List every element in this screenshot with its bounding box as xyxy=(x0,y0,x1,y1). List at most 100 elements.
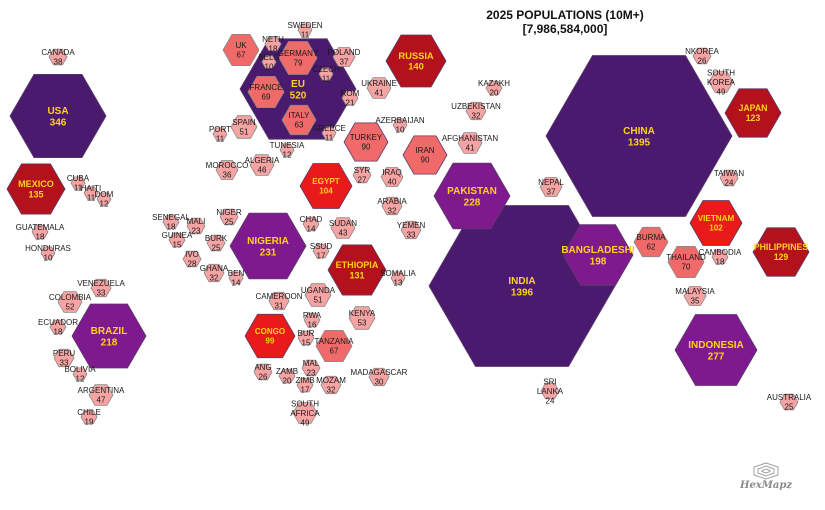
hex-shape-guinea xyxy=(168,232,186,248)
hex-shape-algeria xyxy=(249,154,275,176)
hex-name-senegal: SENEGAL xyxy=(152,213,190,222)
hex-value-burk: 25 xyxy=(212,244,221,253)
hex-shape-australia xyxy=(779,393,799,411)
hex-shape-kazakh xyxy=(485,80,503,96)
hex-value-ethiopia: 131 xyxy=(349,271,364,281)
hex-shape-italy xyxy=(281,104,317,136)
hex-name-iran: IRAN xyxy=(415,146,434,155)
hex-value-nepal: 37 xyxy=(547,188,556,197)
hex-value-mexico: 135 xyxy=(28,190,43,200)
hex-name-cuba: CUBA xyxy=(67,174,90,183)
hex-shape-philippines xyxy=(752,227,810,277)
hex-shape-ssud xyxy=(312,243,330,259)
hex-value-arabia: 32 xyxy=(388,207,397,216)
hex-shape-ecuador xyxy=(49,319,67,335)
hex-value-cameroon: 31 xyxy=(275,302,284,311)
hex-name-australia: AUSTRALIA xyxy=(767,393,812,402)
hex-shape-russia xyxy=(385,34,447,88)
hex-name-iraq: IRAQ xyxy=(382,168,402,177)
hex-shape-ukraine xyxy=(366,77,392,99)
hex-shape-chad xyxy=(302,216,320,232)
hex-value-south-africa: 49 xyxy=(301,418,310,427)
hex-name-rwa: RWA xyxy=(303,311,322,320)
hex-name-arabia: ARABIA xyxy=(377,197,407,206)
hex-shape-sri-lanka xyxy=(540,382,560,400)
hex-value-nkorea: 26 xyxy=(698,57,707,66)
hex-name-ecuador: ECUADOR xyxy=(38,318,78,327)
hex-shape-china xyxy=(545,55,733,217)
hex-value-sweden: 11 xyxy=(301,31,310,40)
hex-name-uganda: UGANDA xyxy=(301,286,336,295)
hex-name-zimb: ZIMB xyxy=(295,376,314,385)
hex-value-ssud: 17 xyxy=(317,252,326,261)
hex-value-cambodia: 18 xyxy=(716,258,725,267)
hex-name-mal: MAL xyxy=(303,359,320,368)
hex-shape-czech xyxy=(318,67,334,81)
hex-value-turkey: 90 xyxy=(362,143,371,152)
hex-value-mozam: 32 xyxy=(327,386,336,395)
hex-shape-zamb xyxy=(278,368,296,384)
hex-shape-cambodia xyxy=(711,249,729,265)
hex-name-bolivia: BOLIVIA xyxy=(64,365,96,374)
hex-value-cuba: 11 xyxy=(74,184,83,193)
hex-name-guatemala: GUATEMALA xyxy=(16,223,65,232)
hex-value-france: 69 xyxy=(262,93,271,102)
hex-shape-iraq xyxy=(380,167,404,187)
hex-name-turkey: TURKEY xyxy=(350,133,383,142)
hex-name-sri-lanka: LANKA xyxy=(537,387,564,396)
hex-name-czech: CZECH xyxy=(312,65,340,74)
hex-value-peru: 33 xyxy=(60,359,69,368)
hex-shape-iran xyxy=(402,135,448,175)
hex-value-ecuador: 18 xyxy=(54,328,63,337)
hex-value-ukraine: 41 xyxy=(375,89,384,98)
hex-value-tanzania: 67 xyxy=(330,347,339,356)
hex-name-spain: SPAIN xyxy=(232,118,256,127)
hex-value-bangladeshi: 198 xyxy=(590,256,607,267)
hex-name-ang: ANG xyxy=(254,363,271,372)
hex-value-germany: 79 xyxy=(294,59,303,68)
hex-value-belg: 10 xyxy=(265,63,274,72)
hex-shape-uganda xyxy=(304,283,332,307)
hex-name-peru: PERU xyxy=(53,349,75,358)
hex-value-dom: 12 xyxy=(100,200,109,209)
hex-value-rom: 21 xyxy=(346,99,355,108)
hex-shape-cuba xyxy=(70,176,86,190)
hex-name-bur: BUR xyxy=(298,329,315,338)
hex-name-ghana: GHANA xyxy=(200,264,229,273)
hexmapz-logo-icon xyxy=(753,462,779,480)
hex-name-algeria: ALGERIA xyxy=(245,156,280,165)
hex-name-burma: BURMA xyxy=(637,233,667,242)
hex-value-spain: 51 xyxy=(240,128,249,137)
hex-shape-bangladeshi xyxy=(562,224,634,286)
hex-value-tunesia: 12 xyxy=(283,151,292,160)
hex-shape-afghanistan xyxy=(457,132,483,154)
hex-value-bur: 15 xyxy=(302,339,311,348)
hex-shape-somalia xyxy=(390,271,406,285)
hex-shape-nkorea xyxy=(692,47,712,65)
hex-value-south-korea: 49 xyxy=(717,87,726,96)
